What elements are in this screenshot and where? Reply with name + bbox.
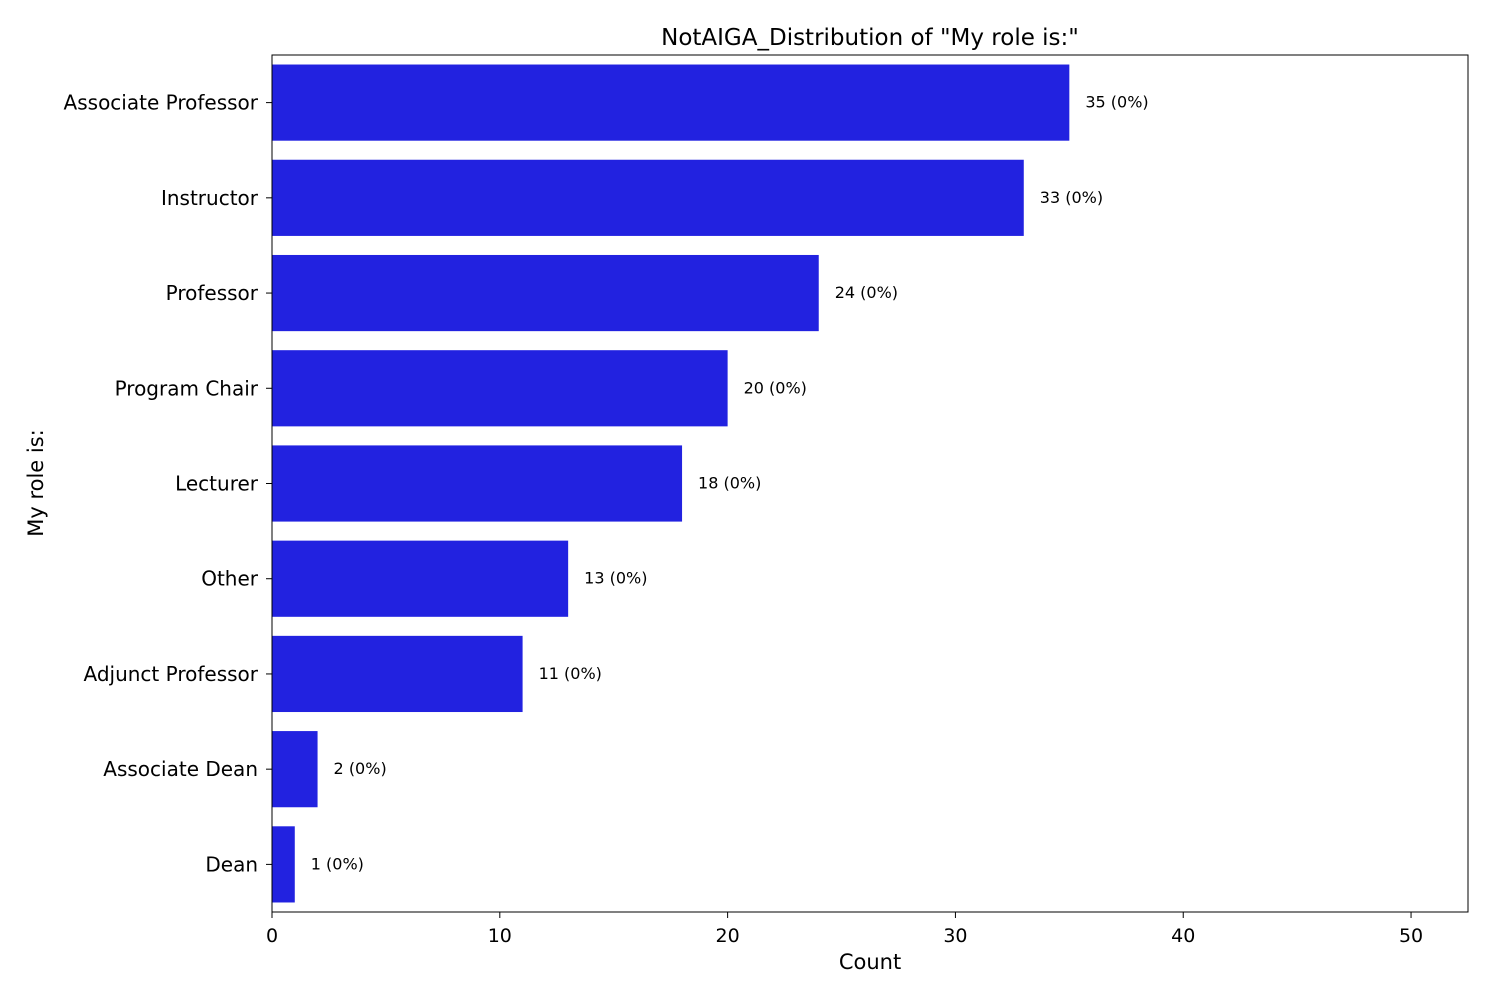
x-tick-label: 20 — [716, 925, 740, 947]
x-axis-label: Count — [839, 950, 901, 974]
x-tick-label: 30 — [943, 925, 967, 947]
data-label: 1 (0%) — [311, 854, 364, 873]
bar — [272, 350, 728, 427]
y-axis-label: My role is: — [24, 429, 48, 537]
y-tick-label: Associate Dean — [103, 757, 258, 781]
data-label: 13 (0%) — [584, 569, 647, 588]
bar — [272, 731, 318, 808]
y-tick-label: Adjunct Professor — [83, 662, 258, 686]
data-label: 11 (0%) — [539, 664, 602, 683]
y-tick-label: Instructor — [161, 186, 259, 210]
x-tick-label: 10 — [488, 925, 512, 947]
data-label: 35 (0%) — [1085, 93, 1148, 112]
data-label: 2 (0%) — [334, 759, 387, 778]
plot-area: Associate Professor 35 (0%) Instructor 33 (… — [64, 54, 1469, 947]
bar — [272, 64, 1070, 141]
y-tick-label: Other — [201, 567, 259, 591]
x-tick-label: 50 — [1399, 925, 1423, 947]
x-tick-label: 40 — [1171, 925, 1195, 947]
data-label: 18 (0%) — [698, 474, 761, 493]
chart-title: NotAIGA_Distribution of "My role is:" — [661, 25, 1079, 51]
y-tick-label: Associate Professor — [64, 91, 259, 115]
y-tick-label: Lecturer — [175, 472, 259, 496]
x-tick-label: 0 — [266, 925, 278, 947]
bar — [272, 254, 819, 332]
y-tick-label: Professor — [166, 281, 259, 305]
bar — [272, 445, 683, 522]
bar — [272, 826, 295, 903]
y-tick-label: Program Chair — [115, 376, 259, 400]
data-label: 20 (0%) — [744, 378, 807, 397]
plot-frame — [271, 54, 1469, 913]
bar — [272, 540, 569, 617]
data-label: 24 (0%) — [835, 283, 898, 302]
y-tick-label: Dean — [205, 852, 258, 876]
data-label: 33 (0%) — [1040, 188, 1103, 207]
bar — [272, 635, 523, 713]
bar — [272, 159, 1024, 236]
